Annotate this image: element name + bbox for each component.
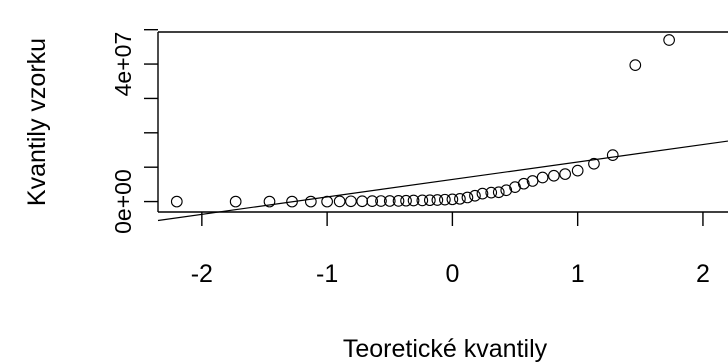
data-point bbox=[606, 149, 619, 162]
data-point bbox=[345, 195, 357, 208]
data-point bbox=[383, 195, 396, 207]
data-point bbox=[446, 193, 459, 206]
data-point bbox=[492, 186, 505, 199]
data-point bbox=[392, 195, 405, 207]
data-point bbox=[536, 171, 549, 184]
data-point bbox=[629, 59, 642, 71]
x-tick-label: 2 bbox=[696, 260, 710, 288]
data-point bbox=[439, 193, 451, 206]
data-point bbox=[263, 195, 276, 208]
data-point bbox=[407, 194, 420, 207]
data-point bbox=[588, 157, 600, 170]
data-point bbox=[321, 195, 333, 208]
data-point bbox=[454, 192, 466, 205]
x-tick-label: 0 bbox=[445, 260, 459, 288]
data-point bbox=[559, 168, 571, 180]
data-point bbox=[304, 195, 317, 208]
data-point bbox=[431, 194, 444, 206]
data-point bbox=[416, 194, 429, 207]
y-axis-title: Kvantily vzorku bbox=[23, 38, 51, 206]
x-tick-label: -1 bbox=[316, 260, 338, 288]
x-axis: -2 -1 0 1 2 bbox=[191, 212, 710, 288]
data-points bbox=[170, 34, 675, 208]
data-point bbox=[170, 195, 183, 208]
data-point bbox=[469, 189, 481, 202]
y-tick-label: 4e+07 bbox=[110, 32, 136, 97]
x-tick-label: -2 bbox=[191, 260, 213, 288]
data-point bbox=[663, 34, 675, 46]
y-tick-label: 0e+00 bbox=[110, 169, 136, 234]
qq-reference-line bbox=[157, 140, 728, 222]
data-point bbox=[375, 195, 387, 207]
data-point bbox=[485, 186, 498, 199]
data-point bbox=[356, 195, 369, 208]
data-point bbox=[571, 164, 584, 177]
x-axis-title: Teoretické kvantily bbox=[343, 335, 548, 362]
data-point bbox=[461, 191, 474, 204]
data-point bbox=[400, 194, 412, 207]
y-axis: 0e+00 4e+07 bbox=[110, 28, 158, 234]
plot-box bbox=[157, 31, 728, 213]
data-point bbox=[476, 187, 489, 200]
data-point bbox=[366, 195, 379, 207]
data-point bbox=[229, 195, 242, 208]
data-point bbox=[548, 169, 560, 182]
data-point bbox=[333, 195, 346, 208]
reference-line-layer bbox=[157, 140, 728, 222]
data-point bbox=[517, 177, 530, 190]
data-point bbox=[423, 194, 436, 207]
data-point bbox=[500, 184, 513, 197]
data-point bbox=[286, 195, 298, 208]
x-tick-label: 1 bbox=[571, 260, 585, 288]
